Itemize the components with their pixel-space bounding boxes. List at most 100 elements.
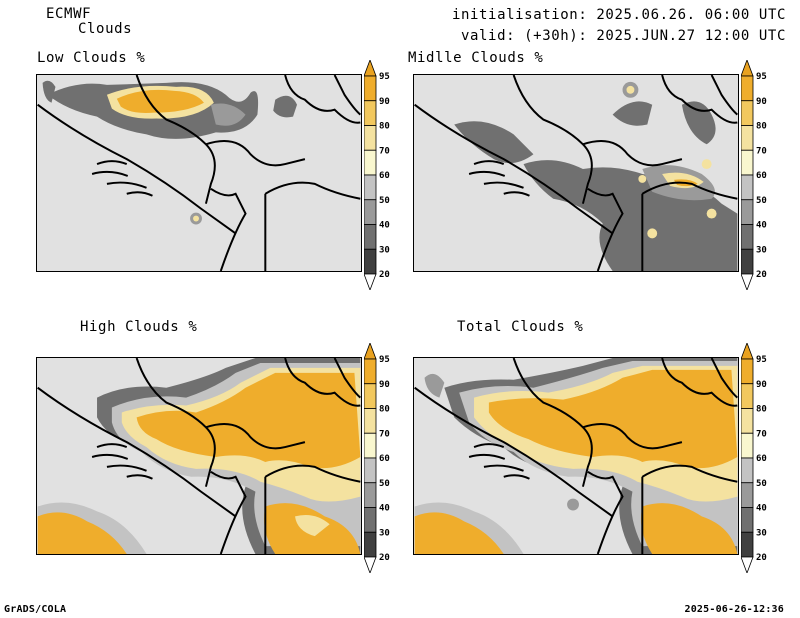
colorbar-box xyxy=(364,224,377,250)
colorbar-label: 60 xyxy=(379,454,390,464)
total-clouds-map xyxy=(413,357,739,555)
colorbar-svg: 20 30 40 50 60 70 80 90 95 xyxy=(364,343,390,573)
colorbar-label: 95 xyxy=(379,355,390,365)
colorbar-bottom-triangle xyxy=(741,556,754,573)
colorbar-box xyxy=(364,457,377,484)
panel-title-low-clouds: Low Clouds % xyxy=(37,50,146,66)
colorbar-box xyxy=(741,248,754,275)
panel-title-middle-clouds: Midlle Clouds % xyxy=(408,50,544,66)
colorbar-box xyxy=(364,248,377,275)
colorbar-box xyxy=(741,432,754,459)
colorbar-box xyxy=(364,125,377,151)
low-clouds-field xyxy=(37,75,361,271)
footer-timestamp: 2025-06-26-12:36 xyxy=(684,604,784,615)
colorbar-box xyxy=(364,482,377,508)
colorbar-box xyxy=(741,75,754,102)
colorbar-label: 30 xyxy=(379,528,390,538)
colorbar-box xyxy=(741,482,754,508)
colorbar-box xyxy=(364,149,377,176)
valid-time: valid: (+30h): 2025.JUN.27 12:00 UTC xyxy=(460,28,786,44)
colorbar-label: 70 xyxy=(379,429,390,439)
colorbar-bottom-triangle xyxy=(364,273,377,290)
high-clouds-map xyxy=(36,357,362,555)
colorbar-label: 20 xyxy=(379,270,390,280)
colorbar-box xyxy=(741,174,754,201)
middle-clouds-map xyxy=(413,74,739,272)
colorbar-label: 20 xyxy=(756,270,767,280)
colorbar-label: 70 xyxy=(379,146,390,156)
colorbar-label: 40 xyxy=(379,504,390,514)
colorbar-box xyxy=(741,100,754,126)
colorbar-box xyxy=(741,125,754,151)
low-clouds-map xyxy=(36,74,362,272)
colorbar-box xyxy=(364,174,377,201)
colorbar-label: 40 xyxy=(756,504,767,514)
colorbar-box xyxy=(741,224,754,250)
colorbar-box xyxy=(364,408,377,434)
colorbar-bottom-triangle xyxy=(741,273,754,290)
colorbar-box xyxy=(741,149,754,176)
colorbar-svg: 20 30 40 50 60 70 80 90 95 xyxy=(741,343,767,573)
colorbar-label: 90 xyxy=(756,380,767,390)
colorbar-box xyxy=(364,507,377,533)
panel-title-high-clouds: High Clouds % xyxy=(80,319,198,335)
colorbar-box xyxy=(741,531,754,558)
colorbar-box xyxy=(364,432,377,459)
colorbar-box xyxy=(364,199,377,225)
colorbar-label: 95 xyxy=(756,72,767,82)
colorbar-label: 90 xyxy=(379,380,390,390)
colorbar-box xyxy=(741,383,754,409)
colorbar-box xyxy=(741,408,754,434)
colorbar-label: 50 xyxy=(379,196,390,206)
colorbar-box xyxy=(364,383,377,409)
colorbar-label: 20 xyxy=(379,553,390,563)
colorbar-box xyxy=(741,507,754,533)
colorbar-label: 60 xyxy=(379,171,390,181)
colorbar-label: 80 xyxy=(756,405,767,415)
colorbar-top-triangle xyxy=(364,60,377,77)
colorbar-label: 90 xyxy=(379,97,390,107)
colorbar-label: 30 xyxy=(756,528,767,538)
colorbar-box xyxy=(741,358,754,385)
colorbar-label: 60 xyxy=(756,171,767,181)
colorbar-label: 30 xyxy=(379,245,390,255)
footer-software: GrADS/COLA xyxy=(4,604,67,615)
colorbar-label: 80 xyxy=(379,405,390,415)
high-clouds-colorbar: 20 30 40 50 60 70 80 90 95 xyxy=(364,343,398,573)
panel-title-total-clouds: Total Clouds % xyxy=(457,319,584,335)
colorbar-svg: 20 30 40 50 60 70 80 90 95 xyxy=(364,60,390,290)
colorbar-bottom-triangle xyxy=(364,556,377,573)
colorbar-label: 95 xyxy=(379,72,390,82)
colorbar-label: 40 xyxy=(379,221,390,231)
colorbar-label: 40 xyxy=(756,221,767,231)
colorbar-label: 60 xyxy=(756,454,767,464)
colorbar-box xyxy=(741,457,754,484)
initialisation-time: initialisation: 2025.06.26. 06:00 UTC xyxy=(451,7,786,23)
middle-clouds-colorbar: 20 30 40 50 60 70 80 90 95 xyxy=(741,60,775,290)
product-name: Clouds xyxy=(78,21,133,37)
colorbar-label: 50 xyxy=(379,479,390,489)
colorbar-top-triangle xyxy=(741,60,754,77)
colorbar-label: 90 xyxy=(756,97,767,107)
colorbar-box xyxy=(364,75,377,102)
colorbar-label: 50 xyxy=(756,196,767,206)
colorbar-label: 80 xyxy=(756,122,767,132)
colorbar-svg: 20 30 40 50 60 70 80 90 95 xyxy=(741,60,767,290)
colorbar-label: 80 xyxy=(379,122,390,132)
colorbar-label: 50 xyxy=(756,479,767,489)
colorbar-label: 70 xyxy=(756,429,767,439)
colorbar-label: 30 xyxy=(756,245,767,255)
model-name: ECMWF xyxy=(46,6,92,22)
middle-clouds-field xyxy=(414,75,738,271)
colorbar-box xyxy=(364,531,377,558)
colorbar-box xyxy=(741,199,754,225)
total-clouds-field xyxy=(414,358,738,554)
colorbar-label: 95 xyxy=(756,355,767,365)
low-clouds-colorbar: 20 30 40 50 60 70 80 90 95 xyxy=(364,60,398,290)
total-clouds-colorbar: 20 30 40 50 60 70 80 90 95 xyxy=(741,343,775,573)
high-clouds-field xyxy=(37,358,361,554)
colorbar-box xyxy=(364,100,377,126)
colorbar-label: 20 xyxy=(756,553,767,563)
colorbar-box xyxy=(364,358,377,385)
colorbar-top-triangle xyxy=(741,343,754,360)
